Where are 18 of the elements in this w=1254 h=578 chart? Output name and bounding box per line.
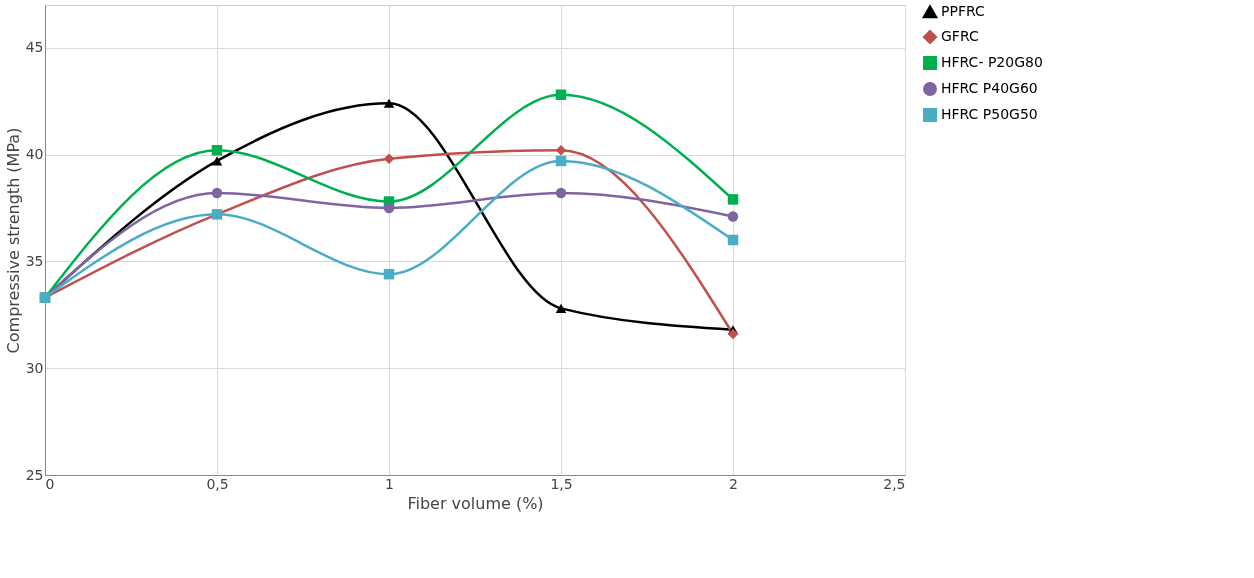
x-tick-label: 2,5 xyxy=(883,475,906,492)
y-axis-title: Compressive strength (MPa) xyxy=(3,127,23,354)
y-tick-label: 25 xyxy=(25,466,44,483)
legend-label: GFRC xyxy=(941,28,979,44)
legend-label: PPFRC xyxy=(941,3,985,19)
x-tick-label: 1,5 xyxy=(550,475,573,492)
y-tick-label: 45 xyxy=(25,39,44,56)
x-tick-label: 0,5 xyxy=(206,475,229,492)
legend-label: HFRC P50G50 xyxy=(941,106,1038,122)
y-tick-label: 35 xyxy=(25,252,44,269)
x-axis-title: Fiber volume (%) xyxy=(407,493,544,513)
x-tick-label: 0 xyxy=(45,475,55,492)
legend-label: HFRC P40G60 xyxy=(941,80,1038,96)
y-tick-label: 40 xyxy=(25,146,44,163)
x-tick-label: 2 xyxy=(729,475,738,492)
x-tick-label: 1 xyxy=(385,475,394,492)
legend-label: HFRC- P20G80 xyxy=(941,54,1043,70)
y-tick-label: 30 xyxy=(25,359,44,376)
